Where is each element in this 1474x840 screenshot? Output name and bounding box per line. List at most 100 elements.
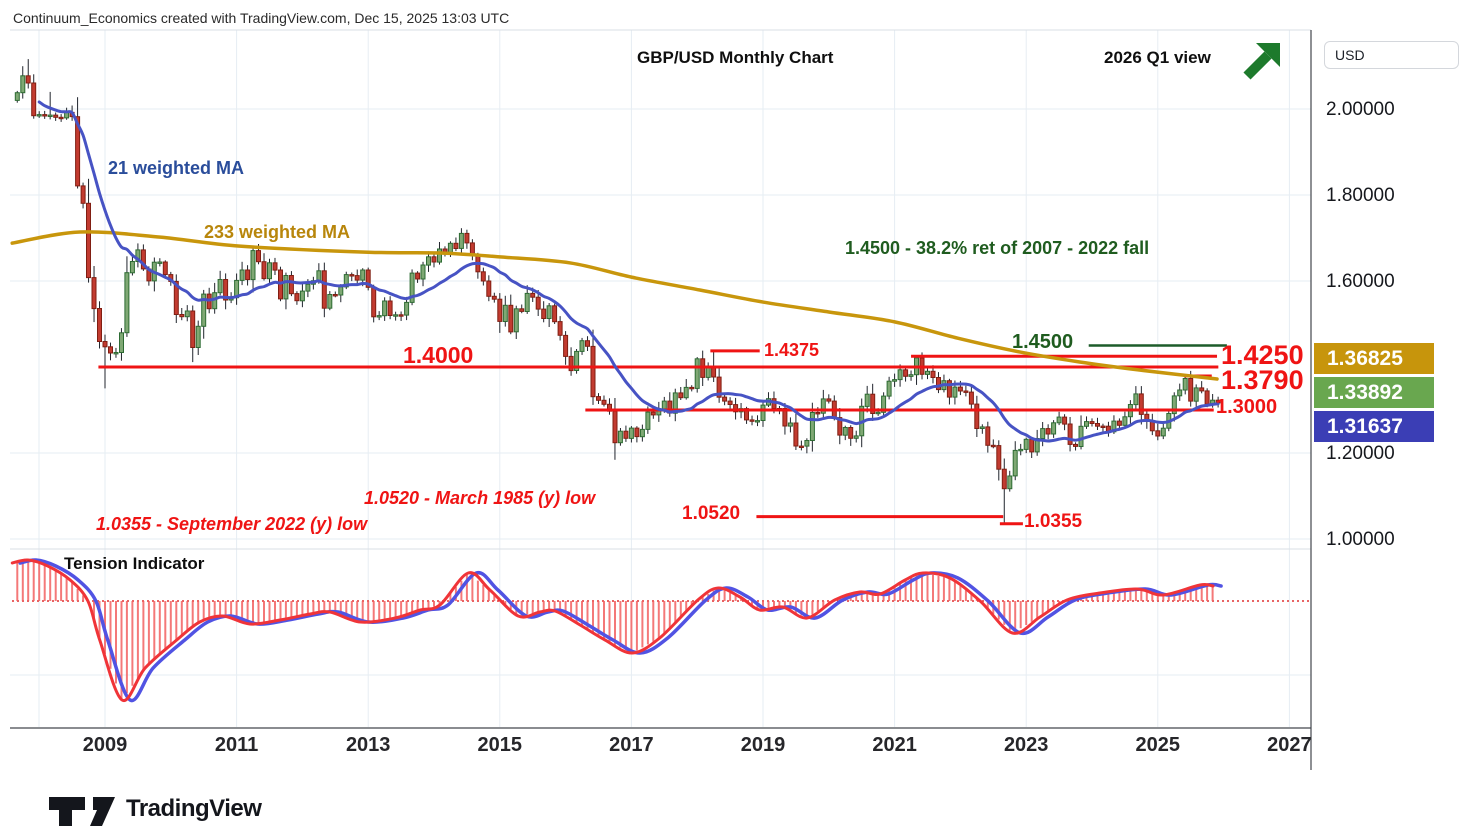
candle-body bbox=[97, 308, 102, 342]
candle-body bbox=[535, 296, 541, 310]
level-label-1-4250: 1.4250 bbox=[1221, 340, 1304, 370]
candle-body bbox=[1188, 378, 1194, 402]
candle-body bbox=[1084, 421, 1089, 427]
candle-body bbox=[513, 308, 519, 333]
candle-body bbox=[963, 390, 969, 393]
tradingview-logo-text: TradingView bbox=[126, 795, 262, 822]
ma233-line bbox=[10, 230, 1219, 381]
currency-axis-button[interactable]: USD bbox=[1324, 41, 1459, 69]
candle-body bbox=[360, 269, 366, 281]
candle-body bbox=[338, 286, 344, 296]
candle-body bbox=[25, 75, 31, 84]
candle-body bbox=[464, 232, 470, 244]
ma233-annotation: 233 weighted MA bbox=[204, 222, 351, 242]
price-tick-label: 1.00000 bbox=[1326, 529, 1395, 550]
candle-body bbox=[1018, 448, 1024, 452]
candle-body bbox=[1171, 395, 1177, 415]
candle-body bbox=[809, 412, 815, 441]
candle-body bbox=[760, 404, 766, 422]
candle-body bbox=[453, 242, 459, 250]
candle-body bbox=[798, 445, 804, 449]
price-badge-last-price: 1.31637 bbox=[1314, 411, 1434, 442]
candle-body bbox=[1089, 421, 1095, 425]
candle-body bbox=[1040, 428, 1046, 440]
candle-body bbox=[431, 256, 437, 263]
candle-body bbox=[623, 430, 629, 439]
candle-body bbox=[617, 430, 623, 444]
candle-body bbox=[574, 350, 580, 371]
candle-body bbox=[530, 292, 536, 298]
candle-body bbox=[261, 261, 267, 280]
candle-body bbox=[842, 427, 848, 436]
candle-body bbox=[458, 232, 464, 249]
year-label-2025: 2025 bbox=[1135, 734, 1181, 756]
candle-body bbox=[579, 340, 585, 352]
candle-body bbox=[305, 283, 311, 292]
candle-body bbox=[541, 308, 547, 320]
candle-body bbox=[1067, 423, 1073, 445]
attribution-text: Continuum_Economics created with Trading… bbox=[13, 10, 510, 26]
candle-body bbox=[382, 300, 388, 317]
level-label-1-3790: 1.3790 bbox=[1221, 365, 1304, 395]
price-badge-21-wma-value: 1.33892 bbox=[1314, 377, 1434, 408]
year-label-2023: 2023 bbox=[1003, 734, 1049, 756]
candle-body bbox=[650, 411, 656, 416]
candle-body bbox=[299, 290, 305, 302]
candle-body bbox=[661, 400, 667, 410]
candle-body bbox=[1199, 387, 1205, 392]
candle-body bbox=[897, 369, 903, 381]
tension-blue-line bbox=[18, 558, 1223, 703]
candle-body bbox=[1073, 443, 1078, 447]
level-label-1-3000: 1.3000 bbox=[1216, 396, 1278, 418]
candle-body bbox=[524, 292, 530, 312]
candle-body bbox=[722, 396, 728, 402]
candle-body bbox=[1177, 389, 1183, 397]
candle-body bbox=[1029, 438, 1035, 453]
candle-body bbox=[223, 279, 229, 301]
year-label-2017: 2017 bbox=[609, 734, 654, 756]
candle-body bbox=[321, 270, 327, 309]
level-label-1-4000: 1.4000 bbox=[403, 342, 474, 368]
year-label-2011: 2011 bbox=[214, 734, 259, 756]
candle-body bbox=[75, 116, 81, 187]
candle-body bbox=[135, 249, 141, 262]
candle-body bbox=[217, 279, 223, 294]
level-label-1-4500: 1.4500 bbox=[1012, 331, 1074, 353]
candle-body bbox=[946, 380, 952, 398]
candle-body bbox=[979, 426, 985, 429]
candle-body bbox=[585, 340, 590, 347]
candle-body bbox=[508, 304, 514, 333]
candle-body bbox=[1001, 468, 1007, 490]
candle-body bbox=[683, 386, 689, 399]
candle-body bbox=[672, 392, 678, 414]
candle-body bbox=[787, 422, 793, 427]
candle-body bbox=[612, 410, 618, 444]
year-label-2015: 2015 bbox=[477, 734, 523, 756]
candle-body bbox=[371, 286, 377, 318]
candle-body bbox=[420, 264, 426, 280]
candle-body bbox=[195, 325, 201, 348]
candle-body bbox=[91, 277, 97, 310]
level-label-1-0520: 1.0520 bbox=[682, 503, 741, 524]
candle-body bbox=[14, 92, 20, 101]
candle-body bbox=[288, 275, 294, 295]
candle-body bbox=[102, 341, 108, 348]
candle-body bbox=[376, 315, 382, 318]
year-label-2021: 2021 bbox=[872, 734, 917, 756]
candle-body bbox=[1007, 475, 1013, 490]
candle-body bbox=[349, 274, 355, 277]
candle-body bbox=[957, 386, 963, 392]
candle-body bbox=[837, 417, 843, 436]
tradingview-logo[interactable]: TradingView bbox=[45, 790, 262, 828]
candle-body bbox=[1155, 430, 1161, 437]
candle-body bbox=[179, 314, 185, 318]
candle-body bbox=[256, 250, 261, 263]
candle-body bbox=[119, 332, 124, 353]
candle-body bbox=[354, 275, 360, 281]
candle-body bbox=[755, 420, 760, 423]
candle-body bbox=[990, 444, 996, 448]
candle-body bbox=[985, 426, 991, 446]
candle-body bbox=[316, 270, 322, 282]
